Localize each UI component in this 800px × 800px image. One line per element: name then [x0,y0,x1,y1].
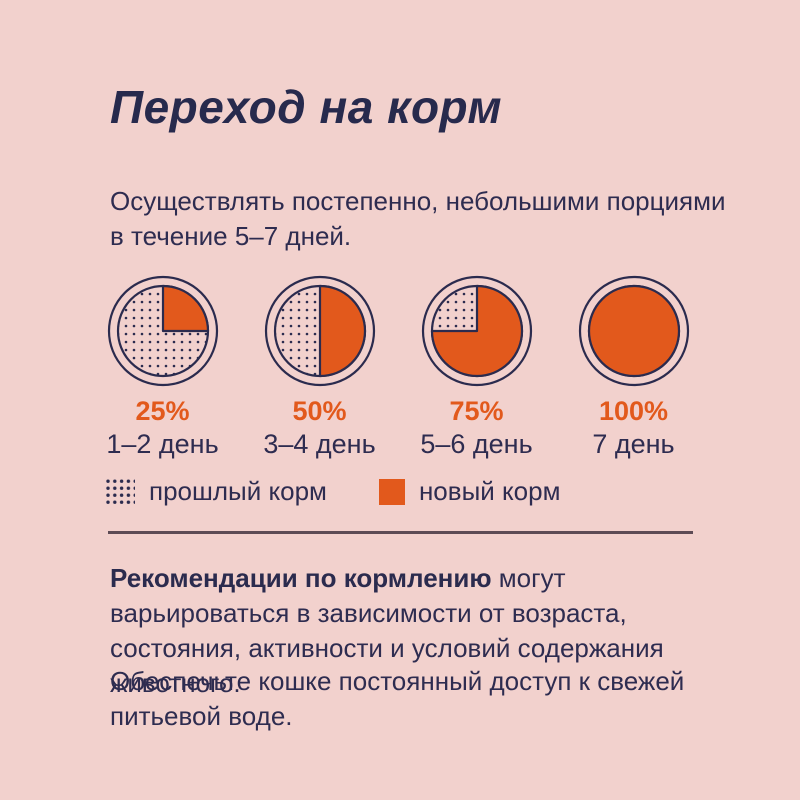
pie-outer-ring [578,275,689,387]
water-access-note: Обеспечьте кошке постоянный доступ к све… [110,666,685,731]
pie-outer-ring [421,275,532,387]
legend-item-2: новый корм [378,476,561,507]
pie-outer-ring [107,275,218,387]
new-food-slice [318,284,366,378]
subtitle: Осуществлять постепенно, небольшими порц… [110,186,726,251]
chart-legend: прошлый корм новый корм [105,476,560,507]
new-food-slice [161,284,209,333]
stage-percent: 50% [292,396,347,426]
stage-percent: 25% [135,396,190,426]
page-title: Переход на корм [110,81,503,133]
pie-chart [578,275,689,387]
stage-days: 1–2 день [106,429,219,459]
new-food-orange-swatch-icon [378,478,405,505]
stage-percent: 100% [598,396,669,426]
pie-outer-ring [264,275,375,387]
transition-stage-3: 75% 5–6 день [398,274,555,459]
feeding-recommendations-note: Рекомендации по кормлению могут варьиров… [110,561,732,701]
pie-chart [107,275,218,387]
transition-stage-2: 50% 3–4 день [241,274,398,459]
pie-chart [421,275,532,387]
legend-item-1: прошлый корм [105,476,327,507]
new-food-slice [430,284,523,378]
transition-stages: 25% 1–2 день 50% 3–4 день 75% 5–6 день 100%… [84,274,712,459]
old-food-dots-swatch-icon [105,477,135,506]
legend-label: новый корм [418,476,561,506]
transition-stage-1: 25% 1–2 день [84,274,241,459]
stage-days: 3–4 день [263,429,376,459]
feeding-recommendations-label: Рекомендации по кормлению [110,563,492,593]
divider [108,531,693,534]
new-food-slice [587,284,680,378]
stage-percent: 75% [449,396,504,426]
legend-label: прошлый корм [149,476,327,506]
feeding-recommendations-text: могут варьироваться в зависимости от воз… [110,563,664,698]
stage-days: 7 день [592,429,675,459]
transition-stage-4: 100% 7 день [555,274,712,459]
stage-days: 5–6 день [420,429,533,459]
pie-chart [264,275,375,387]
